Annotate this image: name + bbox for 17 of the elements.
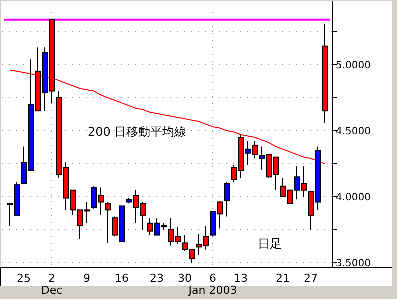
candlestick xyxy=(105,202,111,244)
x-tick-label: 23 xyxy=(150,272,164,285)
y-tick-label: 3.5000 xyxy=(336,258,371,270)
x-tick-label: 30 xyxy=(178,272,192,285)
x-tick-label: 25 xyxy=(17,272,31,285)
series-label: 200 日移動平均線 xyxy=(88,125,187,139)
y-tick-label: 4.5000 xyxy=(336,126,371,138)
x-tick-label: 9 xyxy=(84,272,90,285)
x-tick-label: 2 Dec xyxy=(41,272,63,297)
x-tick-label: 13 xyxy=(234,272,248,285)
y-tick-label: 4.0000 xyxy=(336,192,371,204)
y-tick-label: 5.0000 xyxy=(336,60,371,72)
candlestick xyxy=(224,182,230,218)
x-tick-label: 21 xyxy=(276,272,290,285)
x-tick-label: 16 xyxy=(115,272,129,285)
annotation: 日足 xyxy=(258,237,282,251)
x-tick-label: 27 xyxy=(304,272,318,285)
